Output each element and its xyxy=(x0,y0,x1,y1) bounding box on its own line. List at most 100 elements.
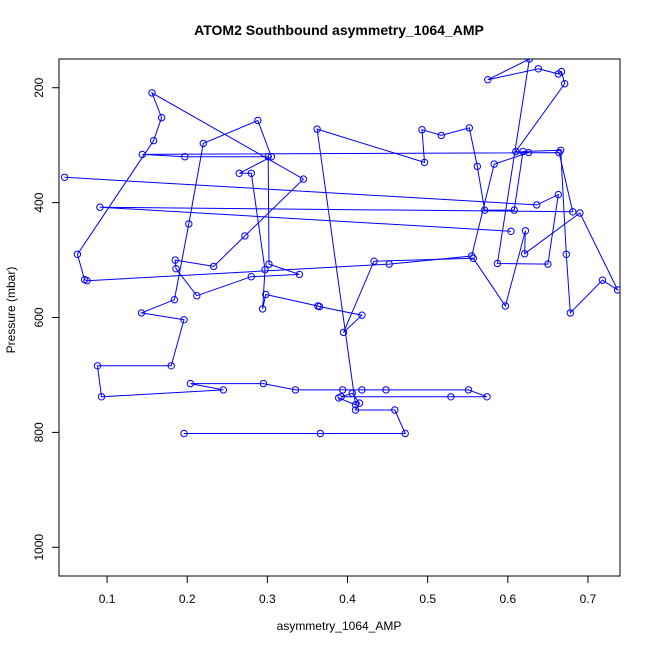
data-point xyxy=(557,67,566,76)
data-point xyxy=(262,290,270,299)
data-point xyxy=(534,65,542,73)
data-point xyxy=(351,406,360,414)
series-line xyxy=(96,119,619,434)
data-point xyxy=(351,401,360,409)
data-point xyxy=(358,311,366,319)
y-tick-label: 200 xyxy=(32,77,46,97)
data-point xyxy=(507,227,515,236)
data-point xyxy=(186,379,195,388)
data-point xyxy=(493,259,502,268)
x-tick-label: 0.3 xyxy=(259,592,276,606)
data-point xyxy=(533,201,541,209)
x-axis-label: asymmetry_1064_AMP xyxy=(277,619,402,633)
data-point xyxy=(193,292,201,300)
data-point xyxy=(180,316,188,324)
data-point xyxy=(420,158,429,167)
data-point xyxy=(469,254,477,262)
data-point xyxy=(447,393,455,401)
y-axis-label: Pressure (mbar) xyxy=(4,267,18,354)
data-point xyxy=(335,394,343,402)
data-point xyxy=(557,146,565,155)
data-point xyxy=(524,148,533,157)
data-point xyxy=(181,153,189,161)
data-point xyxy=(138,150,147,159)
data-point xyxy=(264,153,272,161)
data-point xyxy=(576,209,584,217)
data-point xyxy=(93,362,102,370)
data-point xyxy=(355,399,364,407)
data-point xyxy=(339,386,347,394)
data-point xyxy=(566,309,574,317)
data-point xyxy=(468,252,476,260)
data-point xyxy=(219,386,228,394)
y-tick-label: 600 xyxy=(32,307,46,327)
data-point xyxy=(180,429,188,438)
y-tick-label: 800 xyxy=(32,422,46,442)
data-point xyxy=(370,257,378,265)
data-point xyxy=(490,160,498,168)
y-axis: 200 400 600 800 1000 xyxy=(32,77,60,561)
data-point xyxy=(167,362,175,370)
data-point xyxy=(598,276,607,284)
data-point xyxy=(520,250,529,258)
data-point xyxy=(544,260,552,268)
x-tick-label: 0.4 xyxy=(339,592,356,606)
data-point xyxy=(247,169,256,178)
data-point xyxy=(295,270,304,279)
series-1 xyxy=(93,116,620,438)
x-tick-label: 0.6 xyxy=(499,592,516,606)
data-point xyxy=(199,139,208,148)
x-tick-label: 0.5 xyxy=(419,592,436,606)
data-point xyxy=(157,113,166,122)
data-point xyxy=(316,429,324,438)
data-point xyxy=(391,406,399,414)
data-point xyxy=(465,124,473,132)
y-tick-label: 1000 xyxy=(32,534,46,561)
series-2 xyxy=(60,59,577,300)
data-point xyxy=(210,262,218,271)
data-point xyxy=(80,275,89,284)
x-tick-label: 0.7 xyxy=(580,592,597,606)
data-point xyxy=(480,206,489,214)
data-point xyxy=(554,190,562,199)
data-point xyxy=(241,232,249,240)
data-point xyxy=(484,76,492,84)
data-point xyxy=(185,220,193,228)
data-point xyxy=(483,393,491,401)
data-point xyxy=(613,286,620,294)
data-point xyxy=(60,173,69,182)
data-point xyxy=(473,162,481,171)
data-point xyxy=(562,250,570,259)
series-layer xyxy=(60,59,620,438)
data-point xyxy=(561,80,569,88)
data-point xyxy=(73,250,82,259)
data-point xyxy=(148,89,156,97)
x-axis: 0.1 0.2 0.3 0.4 0.5 0.6 0.7 xyxy=(99,575,597,606)
data-point xyxy=(315,302,324,311)
data-point xyxy=(510,206,518,214)
data-point xyxy=(172,265,180,273)
data-point xyxy=(299,175,308,183)
data-point xyxy=(418,126,426,134)
data-point xyxy=(235,169,244,178)
data-point xyxy=(464,386,473,394)
data-point xyxy=(265,260,273,268)
data-point xyxy=(259,379,268,388)
data-point xyxy=(149,136,158,145)
data-point xyxy=(437,131,445,140)
x-tick-label: 0.1 xyxy=(99,592,116,606)
data-point xyxy=(339,328,348,337)
data-point xyxy=(247,273,256,281)
data-point xyxy=(569,208,577,216)
data-point xyxy=(382,386,390,394)
data-point xyxy=(97,393,106,401)
data-point xyxy=(525,59,534,63)
x-tick-label: 0.2 xyxy=(179,592,196,606)
data-point xyxy=(96,203,104,211)
data-point xyxy=(291,386,300,394)
data-point xyxy=(313,125,321,133)
data-point xyxy=(521,227,530,235)
data-point xyxy=(348,389,356,397)
data-point xyxy=(171,256,179,264)
